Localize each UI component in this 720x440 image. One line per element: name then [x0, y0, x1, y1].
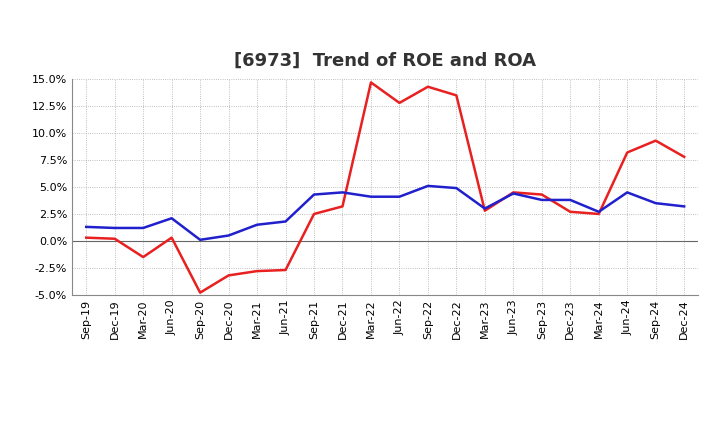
ROE — [139, 254, 148, 260]
Line: ROE: ROE — [86, 82, 684, 293]
ROE — [282, 268, 290, 273]
ROA — [167, 216, 176, 221]
ROE — [452, 93, 461, 98]
ROE — [225, 273, 233, 278]
ROA — [595, 209, 603, 214]
ROE — [196, 290, 204, 295]
ROE — [167, 235, 176, 240]
ROE — [566, 209, 575, 214]
ROA — [537, 197, 546, 202]
ROA — [509, 191, 518, 196]
Line: ROA: ROA — [86, 186, 684, 240]
ROA — [366, 194, 375, 199]
ROA — [623, 190, 631, 195]
ROA — [652, 201, 660, 206]
ROE — [480, 208, 489, 213]
ROA — [110, 225, 119, 231]
ROE — [395, 100, 404, 106]
ROE — [253, 268, 261, 274]
ROA — [253, 222, 261, 227]
ROE — [595, 211, 603, 216]
ROE — [423, 84, 432, 89]
ROE — [310, 211, 318, 216]
ROA — [139, 225, 148, 231]
ROE — [680, 154, 688, 159]
ROE — [623, 150, 631, 155]
ROA — [196, 237, 204, 242]
ROE — [509, 190, 518, 195]
ROA — [480, 206, 489, 211]
ROE — [338, 204, 347, 209]
ROA — [82, 224, 91, 230]
ROA — [680, 204, 688, 209]
ROA — [282, 219, 290, 224]
ROA — [310, 192, 318, 197]
Title: [6973]  Trend of ROE and ROA: [6973] Trend of ROE and ROA — [234, 51, 536, 70]
ROA — [452, 185, 461, 191]
ROE — [537, 192, 546, 197]
ROE — [652, 138, 660, 143]
ROE — [110, 236, 119, 242]
ROA — [338, 190, 347, 195]
ROA — [423, 183, 432, 189]
ROA — [566, 197, 575, 202]
ROE — [366, 80, 375, 85]
ROE — [82, 235, 91, 240]
ROA — [225, 233, 233, 238]
ROA — [395, 194, 404, 199]
